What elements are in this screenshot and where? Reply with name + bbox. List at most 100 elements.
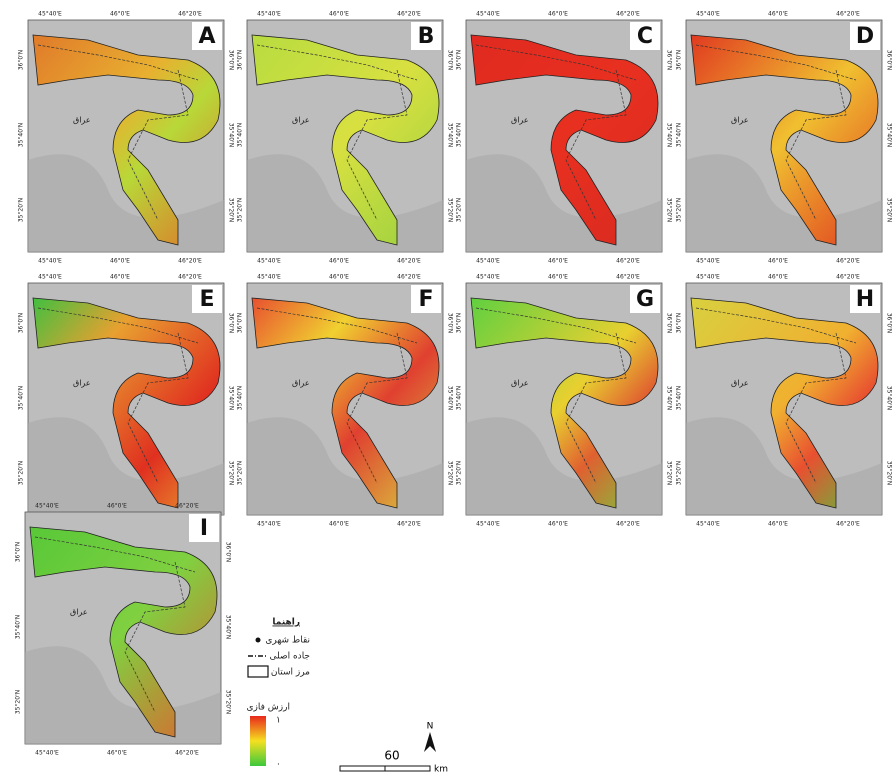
lon-tick-label: 46°20'E (397, 521, 421, 528)
panel-letter: I (200, 516, 208, 541)
lon-tick-label: 45°40'E (476, 258, 500, 265)
panel-letter: A (198, 24, 215, 49)
lon-tick-label: 45°40'E (476, 521, 500, 528)
lon-tick-label-top: 45°40'E (696, 11, 720, 18)
lat-tick-label-left: 36°0'N (456, 313, 463, 334)
scale-rect (340, 766, 385, 771)
lon-tick-label: 46°20'E (836, 258, 860, 265)
lon-tick-label: 45°40'E (696, 258, 720, 265)
north-label: N (427, 722, 434, 732)
country-label: عراق (731, 379, 749, 388)
lat-tick-label: 35°40'N (666, 123, 673, 147)
lat-tick-label: 35°20'N (225, 690, 232, 714)
fuzzy-low: ۰ (276, 760, 281, 770)
lon-tick-label-top: 45°40'E (476, 11, 500, 18)
map-panel: عراقI45°40'E45°40'E46°0'E46°0'E46°20'E46… (15, 503, 232, 757)
lat-tick-label: 35°20'N (447, 198, 454, 222)
legend-item: جاده اصلی (269, 652, 310, 662)
lat-tick-label-left: 35°20'N (15, 690, 22, 714)
lat-tick-label-left: 35°40'N (237, 123, 244, 147)
lon-tick-label: 46°0'E (329, 521, 349, 528)
map-panel: عراقB45°40'E45°40'E46°0'E46°0'E46°20'E46… (237, 11, 454, 265)
lat-tick-label-left: 35°40'N (456, 386, 463, 410)
lat-tick-label-left: 35°20'N (237, 461, 244, 485)
lat-tick-label: 35°40'N (228, 123, 235, 147)
north-arrow (424, 732, 436, 752)
lon-tick-label-top: 46°20'E (178, 11, 202, 18)
lon-tick-label-top: 46°0'E (768, 274, 788, 281)
lat-tick-label-left: 35°40'N (456, 123, 463, 147)
country-label: عراق (731, 116, 749, 125)
lat-tick-label-left: 35°20'N (676, 198, 683, 222)
lat-tick-label: 35°20'N (886, 461, 893, 485)
lon-tick-label: 45°40'E (696, 521, 720, 528)
scale-unit: km (434, 765, 448, 775)
lon-tick-label-top: 46°20'E (836, 11, 860, 18)
lon-tick-label-top: 46°0'E (329, 274, 349, 281)
lat-tick-label: 36°0'N (228, 313, 235, 334)
lat-tick-label: 36°0'N (447, 313, 454, 334)
lon-tick-label-top: 45°40'E (476, 274, 500, 281)
lon-tick-label: 46°0'E (110, 258, 130, 265)
lon-tick-label: 45°40'E (35, 750, 59, 757)
panel-letter: D (856, 24, 874, 49)
lat-tick-label: 35°40'N (886, 123, 893, 147)
lon-tick-label-top: 46°0'E (548, 11, 568, 18)
lat-tick-label: 36°0'N (666, 50, 673, 71)
country-label: عراق (511, 116, 529, 125)
lat-tick-label-left: 35°40'N (18, 386, 25, 410)
lat-tick-label: 36°0'N (886, 313, 893, 334)
lat-tick-label-left: 36°0'N (676, 313, 683, 334)
lon-tick-label: 46°0'E (548, 521, 568, 528)
lat-tick-label-left: 36°0'N (237, 313, 244, 334)
panel-letter: H (856, 287, 874, 312)
lon-tick-label-top: 45°40'E (257, 11, 281, 18)
lon-tick-label: 46°20'E (616, 521, 640, 528)
map-panel: عراقG45°40'E45°40'E46°0'E46°0'E46°20'E46… (456, 274, 673, 528)
lon-tick-label-top: 45°40'E (35, 503, 59, 510)
lon-tick-label: 46°0'E (768, 258, 788, 265)
lon-tick-label-top: 45°40'E (38, 274, 62, 281)
legend-symbol (256, 638, 261, 643)
lat-tick-label: 35°20'N (447, 461, 454, 485)
map-panel: عراقH45°40'E45°40'E46°0'E46°0'E46°20'E46… (676, 274, 893, 528)
lat-tick-label: 36°0'N (666, 313, 673, 334)
scale-distance: 60 (384, 749, 399, 763)
lat-tick-label-left: 35°40'N (237, 386, 244, 410)
legend-item: نقاط شهری (265, 636, 310, 646)
lon-tick-label: 45°40'E (257, 521, 281, 528)
lon-tick-label-top: 46°20'E (836, 274, 860, 281)
lon-tick-label-top: 45°40'E (257, 274, 281, 281)
lon-tick-label-top: 46°20'E (616, 11, 640, 18)
fuzzy-high: ۱ (276, 716, 281, 726)
lat-tick-label: 35°20'N (228, 461, 235, 485)
lat-tick-label-left: 35°20'N (237, 198, 244, 222)
panel-letter: E (199, 287, 214, 312)
lon-tick-label-top: 46°20'E (175, 503, 199, 510)
lat-tick-label: 35°40'N (225, 615, 232, 639)
legend-item: مرز استان (271, 668, 310, 678)
lon-tick-label-top: 46°20'E (397, 274, 421, 281)
lon-tick-label: 46°0'E (768, 521, 788, 528)
map-panels: عراق A 45°40'E 45°40'E 46°0'E 46°0'E 46°20'E 46… (15, 11, 893, 757)
country-label: عراق (292, 116, 310, 125)
lat-tick-label-left: 36°0'N (676, 50, 683, 71)
lat-tick-label-left: 36°0'N (18, 313, 25, 334)
lat-tick-label: 35°40'N (666, 386, 673, 410)
lat-tick-label: 36°0'N (447, 50, 454, 71)
lon-tick-label-top: 46°20'E (178, 274, 202, 281)
lon-tick-label-top: 46°0'E (107, 503, 127, 510)
lat-tick-label: 35°20'N (228, 198, 235, 222)
lat-tick-label: 35°40'N (886, 386, 893, 410)
lon-tick-label-top: 46°0'E (110, 274, 130, 281)
map-panel: عراقC45°40'E45°40'E46°0'E46°0'E46°20'E46… (456, 11, 673, 265)
map-panel: عراقA45°40'E45°40'E46°0'E46°0'E46°20'E46… (18, 11, 235, 265)
lat-tick-label-left: 35°20'N (456, 198, 463, 222)
lat-tick-label: 35°40'N (447, 123, 454, 147)
lat-tick-label-left: 35°20'N (676, 461, 683, 485)
lat-tick-label-left: 36°0'N (18, 50, 25, 71)
legend-symbol (248, 666, 268, 677)
lat-tick-label-left: 36°0'N (456, 50, 463, 71)
lat-tick-label: 35°40'N (228, 386, 235, 410)
lat-tick-label-left: 36°0'N (15, 542, 22, 563)
